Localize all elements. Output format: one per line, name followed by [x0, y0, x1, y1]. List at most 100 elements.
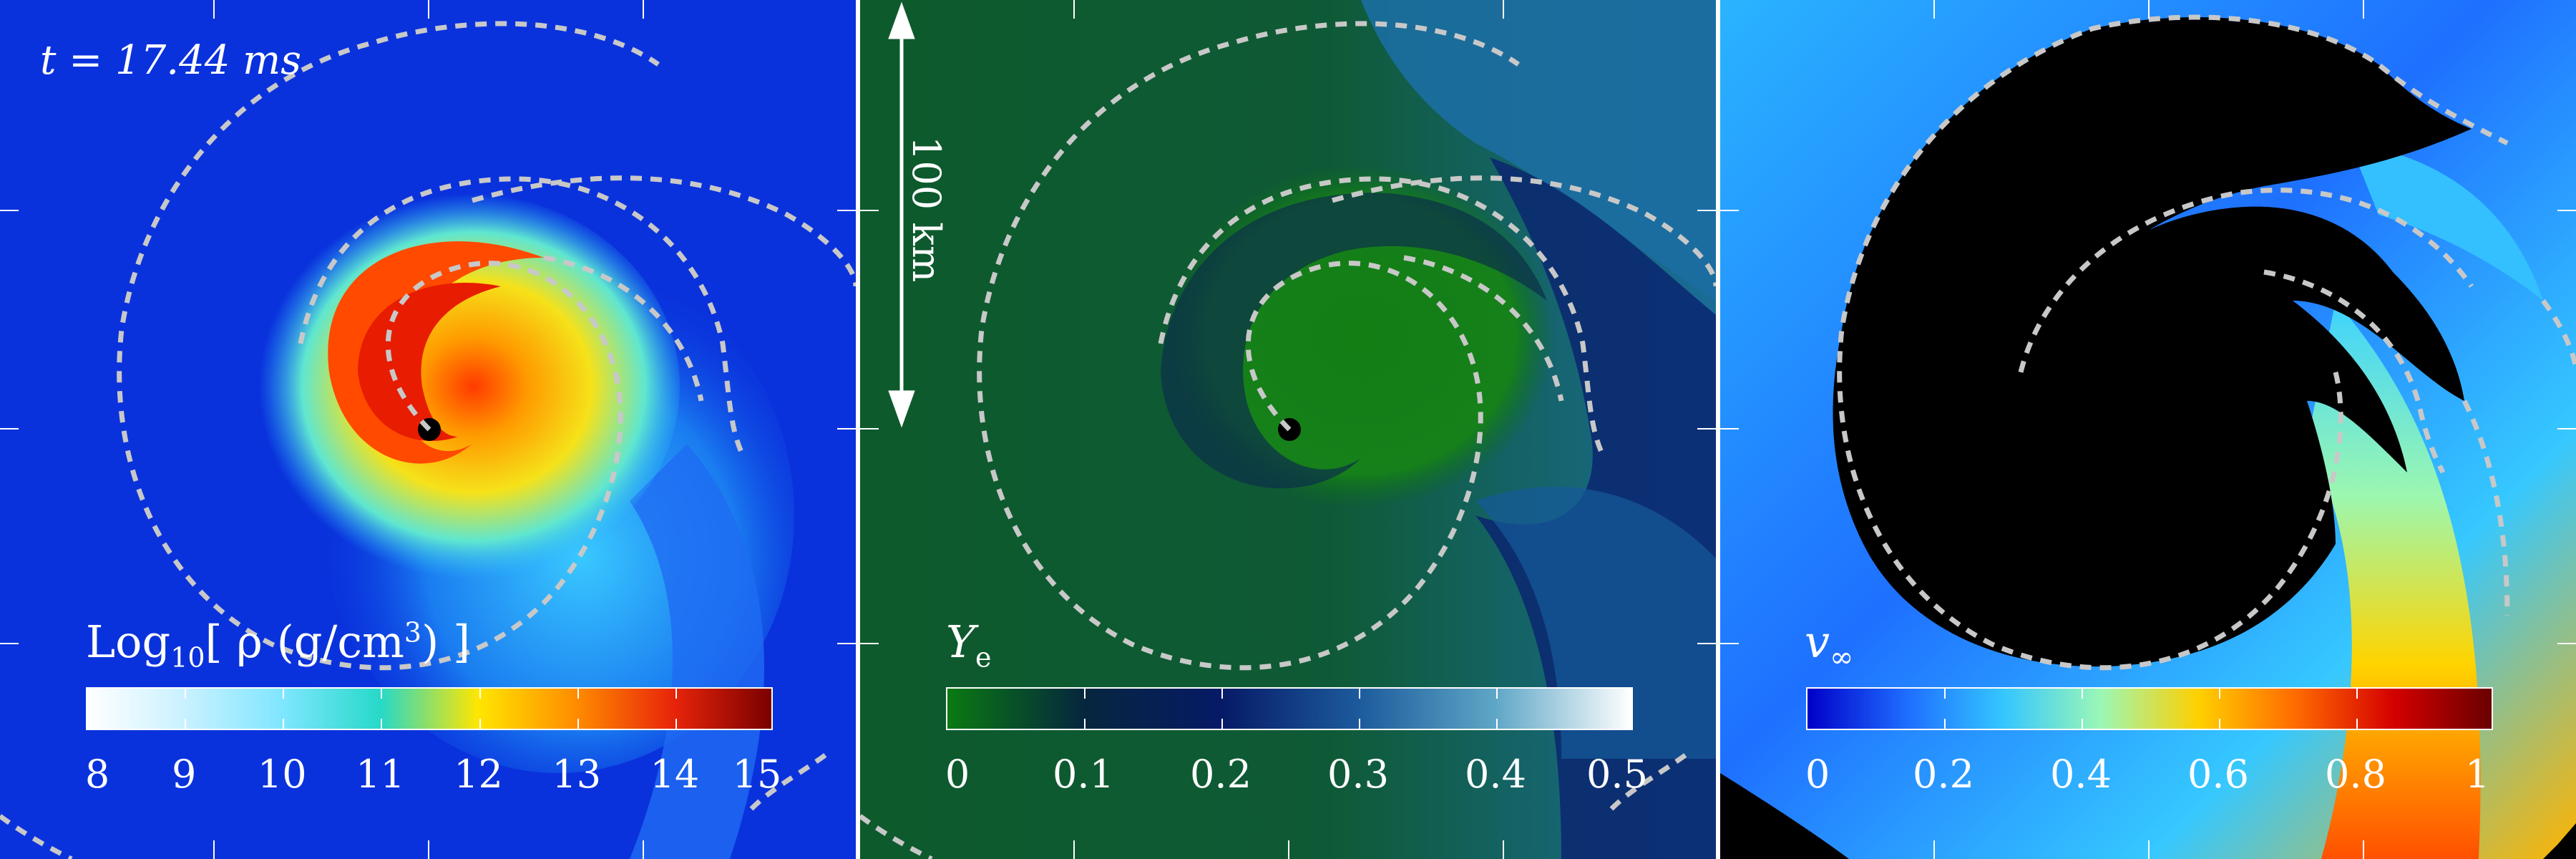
frame-tick: [0, 210, 19, 211]
time-label: t = 17.44 ms: [40, 37, 301, 84]
colorbar-tick-label: 0.8: [2325, 752, 2386, 797]
frame-tick: [1720, 210, 1739, 211]
frame-tick: [428, 0, 429, 19]
frame-tick: [2363, 0, 2364, 19]
colorbar-tick: [479, 719, 481, 729]
colorbar-tick-label: 0.2: [1190, 752, 1252, 797]
colorbar-tick: [577, 719, 579, 729]
frame-tick: [213, 0, 215, 19]
colorbar-tick-label: 14: [650, 752, 700, 797]
velocity-colorbar-labels: 0 0.2 0.4 0.6 0.8 1: [1805, 752, 2493, 802]
colorbar-tick: [479, 689, 481, 699]
frame-tick: [1933, 0, 1935, 19]
colorbar-tick: [1496, 689, 1498, 699]
frame-tick: [1720, 643, 1739, 644]
scale-bar-label: 100 km: [904, 136, 949, 283]
colorbar-tick: [2356, 719, 2358, 729]
frame-tick: [0, 643, 19, 644]
density-colorbar: [86, 687, 773, 730]
colorbar-tick: [1221, 689, 1223, 699]
frame-tick: [643, 0, 644, 19]
colorbar-tick: [577, 689, 579, 699]
title-prefix: Log: [86, 616, 171, 668]
title-main: Y: [946, 616, 975, 668]
ye-colorbar: [946, 687, 1633, 730]
frame-tick: [2557, 428, 2576, 430]
velocity-colorbar: [1806, 687, 2493, 730]
density-panel: t = 17.44 ms Log10[ ρ (g/cm3) ] 8 9 10 11 12…: [0, 0, 856, 859]
frame-tick: [428, 840, 429, 859]
frame-tick: [0, 428, 19, 430]
colorbar-tick-label: 0: [945, 752, 970, 797]
frame-tick: [1073, 0, 1075, 19]
frame-tick: [1073, 840, 1075, 859]
ye-map: [860, 0, 1716, 859]
colorbar-tick: [283, 689, 285, 699]
frame-tick: [2557, 643, 2576, 644]
density-colorbar-labels: 8 9 10 11 12 13 14 15: [84, 752, 782, 802]
frame-tick: [213, 840, 215, 859]
colorbar-tick-label: 0.3: [1327, 752, 1389, 797]
colorbar-tick-label: 0.1: [1053, 752, 1114, 797]
colorbar-tick: [1944, 719, 1946, 729]
colorbar-tick: [1359, 719, 1360, 729]
title-end: ) ]: [421, 616, 471, 668]
colorbar-tick: [675, 719, 677, 729]
title-subscript: e: [975, 641, 992, 674]
colorbar-tick-label: 10: [257, 752, 307, 797]
colorbar-tick-label: 0.4: [1465, 752, 1526, 797]
colorbar-tick: [1221, 719, 1223, 729]
ye-colorbar-title: Ye: [946, 616, 991, 673]
density-map: [0, 0, 856, 859]
colorbar-tick-label: 9: [171, 752, 197, 797]
ye-colorbar-labels: 0 0.1 0.2 0.3 0.4 0.5: [945, 752, 1648, 802]
colorbar-tick: [381, 689, 383, 699]
frame-tick: [837, 428, 856, 430]
frame-tick: [2148, 840, 2150, 859]
colorbar-tick-label: 15: [732, 752, 782, 797]
colorbar-tick-label: 12: [454, 752, 503, 797]
frame-tick: [1288, 840, 1289, 859]
colorbar-tick: [2219, 719, 2220, 729]
frame-tick: [1720, 428, 1739, 430]
colorbar-tick-label: 0: [1805, 752, 1830, 797]
frame-tick: [860, 643, 879, 644]
colorbar-tick: [1084, 689, 1085, 699]
colorbar-tick: [675, 689, 677, 699]
density-colorbar-title: Log10[ ρ (g/cm3) ]: [86, 616, 470, 673]
frame-tick: [643, 840, 644, 859]
colorbar-tick-label: 0.5: [1586, 752, 1648, 797]
scale-bar: [888, 1, 915, 428]
frame-tick: [1503, 840, 1504, 859]
title-main: v: [1805, 616, 1830, 668]
title-subscript: ∞: [1830, 641, 1854, 674]
colorbar-tick: [1084, 719, 1085, 729]
colorbar-tick-label: 8: [84, 752, 110, 797]
frame-tick: [837, 210, 856, 211]
frame-tick: [1697, 428, 1716, 430]
colorbar-tick: [2082, 719, 2083, 729]
velocity-map: [1720, 0, 2576, 859]
ye-panel: 100 km Ye 0 0.1 0.2 0.3 0.4 0.5: [860, 0, 1716, 859]
colorbar-tick: [381, 719, 383, 729]
frame-tick: [1697, 643, 1716, 644]
colorbar-tick: [185, 689, 187, 699]
frame-tick: [860, 428, 879, 430]
title-superscript: 3: [404, 616, 422, 649]
frame-tick: [2148, 0, 2150, 19]
colorbar-tick: [283, 719, 285, 729]
frame-tick: [1697, 210, 1716, 211]
velocity-panel: v∞ 0 0.2 0.4 0.6 0.8 1: [1720, 0, 2576, 859]
colorbar-tick: [185, 719, 187, 729]
colorbar-tick: [2219, 689, 2220, 699]
colorbar-tick-label: 0.6: [2187, 752, 2249, 797]
title-main: [ ρ (g/cm: [205, 616, 404, 668]
colorbar-tick: [2356, 689, 2358, 699]
colorbar-tick-label: 11: [356, 752, 405, 797]
colorbar-tick: [2082, 689, 2083, 699]
velocity-colorbar-title: v∞: [1805, 616, 1853, 674]
frame-tick: [1503, 0, 1504, 19]
frame-tick: [860, 210, 879, 211]
frame-tick: [2557, 210, 2576, 211]
